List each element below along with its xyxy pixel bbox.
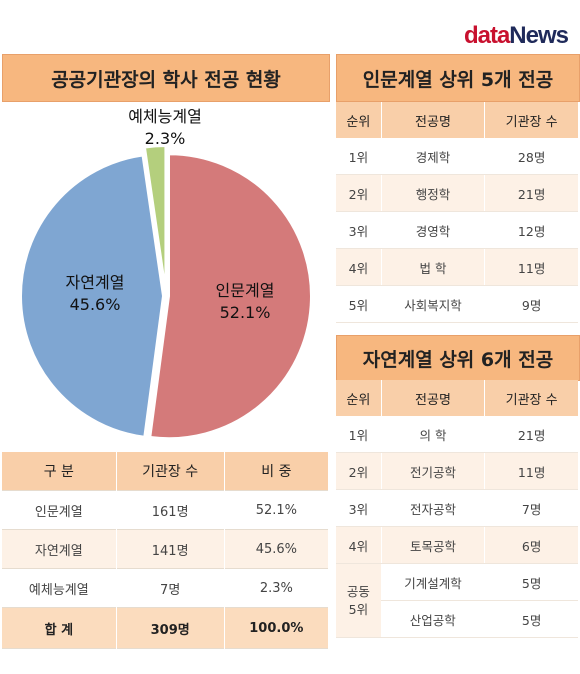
cell-share: 2.3%	[223, 568, 328, 608]
cell-rank: 3위	[336, 489, 382, 527]
col-header-count: 기관장 수	[484, 380, 578, 416]
cell-category: 인문계열	[34, 504, 83, 520]
cell-rank-tie: 공동 5위	[336, 563, 382, 638]
cell-rank: 5위	[336, 285, 382, 323]
cell-rank: 2위	[336, 452, 382, 490]
col-header-rank: 순위	[336, 102, 382, 138]
cell-count: 7명	[115, 568, 225, 608]
table-row: 3위 전자공학 7명	[336, 489, 578, 527]
cell-rank: 1위	[336, 416, 382, 453]
cell-rank: 3위	[336, 211, 382, 249]
col-header-count: 기관장 수	[115, 452, 225, 491]
cell-share: 52.1%	[223, 490, 328, 530]
cell-major: 사회복지학	[380, 285, 485, 323]
pie-chart-title: 공공기관장의 학사 전공 현황	[2, 54, 330, 102]
table-row: 3위 경영학 12명	[336, 211, 578, 249]
table-row: 1위 경제학 28명	[336, 138, 578, 175]
cell-rank: 4위	[336, 526, 382, 564]
table-header-row: 순위 전공명 기관장 수	[336, 380, 578, 416]
cell-count: 11명	[484, 452, 578, 490]
cell-total-label: 합 계	[2, 607, 117, 649]
pie-slice-2	[20, 154, 165, 438]
col-header-major: 전공명	[380, 380, 485, 416]
cell-count: 161명	[115, 490, 225, 530]
cell-count: 6명	[484, 526, 578, 564]
slice-label-humanities: 인문계열 52.1%	[215, 281, 275, 322]
table-header-row: 순위 전공명 기관장 수	[336, 102, 578, 138]
cell-total-count: 309명	[115, 607, 225, 649]
table-row: 인문계열 161명 52.1%	[2, 490, 328, 530]
col-header-share: 비 중	[223, 452, 328, 491]
col-header-rank: 순위	[336, 380, 382, 416]
cell-count: 9명	[484, 285, 578, 323]
datanews-logo: dataNews	[463, 22, 569, 49]
col-header-major: 전공명	[380, 102, 485, 138]
humanities-rank-table: 순위 전공명 기관장 수 1위 경제학 28명 2위 행정학 21명 3위 경영학 12명 …	[336, 102, 578, 323]
cell-count: 21명	[484, 416, 578, 453]
total-row: 합 계 309명 100.0%	[2, 607, 328, 649]
cell-count: 5명	[484, 563, 578, 601]
cell-major: 법 학	[380, 248, 485, 286]
table-row: 2위 전기공학 11명	[336, 452, 578, 490]
col-header-category: 구 분	[2, 452, 117, 491]
cell-major: 전기공학	[380, 452, 485, 490]
pie-chart: 인문계열 52.1% 자연계열 45.6% 예체능계열 2.3%	[0, 100, 330, 450]
cell-major: 토목공학	[380, 526, 485, 564]
cell-count: 21명	[484, 174, 578, 212]
pie-slice-1	[149, 153, 312, 440]
cell-rank: 1위	[336, 138, 382, 175]
cell-major: 경제학	[380, 138, 485, 175]
pie-slice-3	[143, 145, 167, 289]
table-header-row: 구 분 기관장 수 비 중	[2, 452, 328, 491]
cell-category: 예체능계열	[28, 582, 89, 598]
table-row: 2위 행정학 21명	[336, 174, 578, 212]
slice-label-science: 자연계열 45.6%	[65, 273, 125, 314]
summary-table: 구 분 기관장 수 비 중 인문계열 161명 52.1% 자연계열 141명 …	[2, 452, 328, 649]
cell-category: 자연계열	[2, 529, 117, 569]
table-row: 1위 의 학 21명	[336, 416, 578, 453]
cell-major: 기계설계학	[380, 563, 485, 601]
cell-major: 산업공학	[381, 600, 485, 638]
table-row: 예체능계열 7명 2.3%	[2, 568, 328, 608]
science-table-title: 자연계열 상위 6개 전공	[336, 335, 580, 381]
table-row: 자연계열 141명 45.6%	[2, 529, 328, 569]
slice-label-arts: 예체능계열 2.3%	[128, 107, 202, 148]
table-row: 4위 토목공학 6명	[336, 526, 578, 564]
cell-total-share: 100.0%	[223, 607, 328, 649]
cell-count: 5명	[484, 600, 578, 638]
humanities-table-title: 인문계열 상위 5개 전공	[336, 54, 580, 102]
cell-count: 7명	[484, 489, 578, 527]
cell-count: 12명	[484, 211, 578, 249]
cell-major: 전자공학	[380, 489, 485, 527]
cell-rank: 2위	[336, 174, 382, 212]
cell-share: 45.6%	[223, 529, 328, 569]
cell-count: 141명	[115, 529, 225, 569]
cell-major: 의 학	[380, 416, 485, 453]
table-row: 산업공학 5명	[336, 600, 578, 638]
cell-count: 11명	[484, 248, 578, 286]
cell-major: 행정학	[380, 174, 485, 212]
science-rank-table: 순위 전공명 기관장 수 1위 의 학 21명 2위 전기공학 11명 3위 전자공학 7명…	[336, 380, 578, 638]
col-header-count: 기관장 수	[484, 102, 578, 138]
cell-major: 경영학	[380, 211, 485, 249]
table-row: 4위 법 학 11명	[336, 248, 578, 286]
table-row: 공동 5위 기계설계학 5명	[336, 563, 578, 638]
cell-rank: 4위	[336, 248, 382, 286]
table-row: 5위 사회복지학 9명	[336, 285, 578, 323]
cell-count: 28명	[484, 138, 578, 175]
